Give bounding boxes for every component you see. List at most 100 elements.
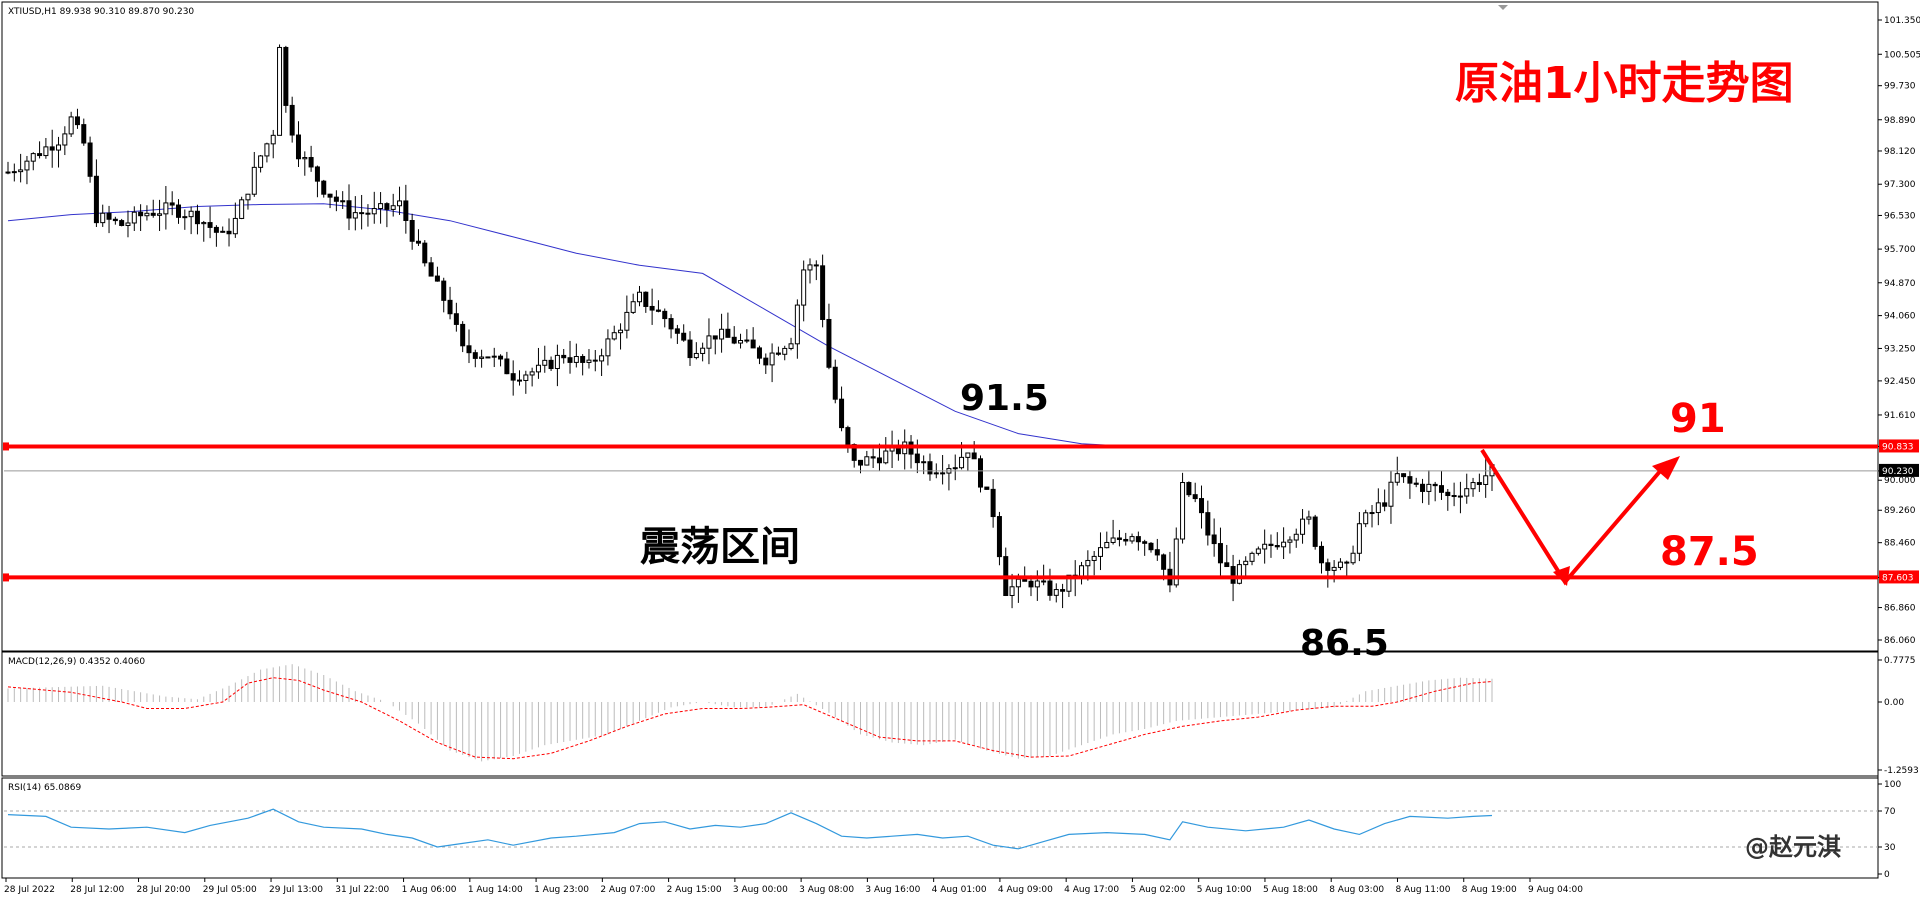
candle bbox=[687, 331, 693, 366]
price-tick-label: 86.060 bbox=[1884, 636, 1916, 646]
candle bbox=[1483, 458, 1489, 498]
candle bbox=[245, 193, 251, 210]
candle bbox=[1255, 546, 1261, 556]
candle bbox=[207, 206, 213, 239]
candle bbox=[1142, 539, 1148, 556]
candle bbox=[441, 277, 447, 313]
time-tick-label: 1 Aug 06:00 bbox=[402, 885, 457, 895]
candle bbox=[327, 193, 333, 209]
candle bbox=[504, 351, 510, 375]
candle bbox=[744, 329, 750, 344]
candle bbox=[895, 439, 901, 461]
candle bbox=[314, 165, 320, 198]
candle bbox=[624, 295, 630, 339]
annotation-range: 震荡区间 bbox=[640, 524, 800, 570]
candle bbox=[1432, 481, 1438, 502]
candle bbox=[1268, 534, 1274, 558]
candle bbox=[460, 321, 466, 353]
time-tick-label: 28 Jul 20:00 bbox=[137, 885, 191, 895]
candle bbox=[308, 145, 314, 172]
candle bbox=[1356, 512, 1362, 562]
current-price-tag-label: 90.230 bbox=[1882, 467, 1914, 477]
candle bbox=[902, 429, 908, 470]
candle bbox=[712, 335, 718, 355]
macd-tick-label: 0.00 bbox=[1884, 698, 1904, 708]
candle bbox=[719, 313, 725, 353]
candle bbox=[1243, 556, 1249, 577]
macd-signal-line bbox=[7, 677, 1493, 760]
candle bbox=[1180, 472, 1186, 544]
candle bbox=[365, 204, 371, 227]
candle bbox=[1382, 489, 1388, 512]
candle bbox=[194, 204, 200, 235]
candle bbox=[580, 354, 586, 376]
candle bbox=[213, 225, 219, 247]
candle bbox=[807, 258, 813, 284]
symbol-info: XTIUSD,H1 89.938 90.310 89.870 90.230 bbox=[8, 7, 194, 17]
collapse-arrow-icon[interactable] bbox=[1498, 5, 1508, 10]
candle bbox=[643, 291, 649, 313]
level-handle[interactable] bbox=[3, 573, 9, 582]
candle bbox=[24, 155, 30, 185]
macd-plot: 0.7775 0.00 -1.2593 bbox=[7, 656, 1919, 776]
candle bbox=[1407, 470, 1413, 499]
candle bbox=[1047, 568, 1053, 601]
candle bbox=[561, 348, 567, 364]
time-tick-label: 9 Aug 04:00 bbox=[1528, 885, 1583, 895]
rsi-tick-label: 100 bbox=[1884, 780, 1901, 790]
candle bbox=[1110, 519, 1116, 545]
price-tick-label: 98.890 bbox=[1884, 116, 1916, 126]
level-handle[interactable] bbox=[3, 442, 9, 451]
candle bbox=[870, 448, 876, 469]
macd-tick-label: 0.7775 bbox=[1884, 656, 1916, 666]
candle bbox=[1281, 527, 1287, 560]
candle bbox=[18, 153, 24, 183]
candle bbox=[11, 163, 17, 182]
candle bbox=[864, 450, 870, 466]
candle bbox=[352, 196, 358, 231]
candle bbox=[990, 479, 996, 528]
annotation-low: 86.5 bbox=[1300, 623, 1389, 664]
candle bbox=[150, 199, 156, 218]
candle bbox=[201, 220, 207, 242]
candle bbox=[157, 199, 163, 231]
candle bbox=[498, 354, 504, 367]
candle bbox=[1211, 518, 1217, 557]
price-tick-label: 100.505 bbox=[1884, 50, 1920, 60]
watermark: @赵元淇 bbox=[1745, 833, 1841, 861]
candle bbox=[232, 202, 238, 238]
arrow-head-down-icon bbox=[1553, 566, 1570, 586]
candle bbox=[523, 370, 529, 394]
candle bbox=[826, 303, 832, 370]
annotation-target-down: 87.5 bbox=[1660, 529, 1759, 575]
candle bbox=[662, 308, 668, 328]
candle bbox=[940, 455, 946, 485]
candle bbox=[138, 204, 144, 232]
candle bbox=[62, 126, 68, 156]
candle bbox=[30, 152, 36, 171]
time-tick-label: 8 Aug 19:00 bbox=[1462, 885, 1517, 895]
candle bbox=[1344, 560, 1350, 578]
candle bbox=[87, 136, 93, 183]
candle bbox=[302, 151, 308, 176]
candle bbox=[1129, 533, 1135, 544]
time-tick-label: 1 Aug 23:00 bbox=[534, 885, 589, 895]
candle bbox=[782, 345, 788, 361]
candle bbox=[1104, 531, 1110, 549]
price-tick-label: 91.610 bbox=[1884, 411, 1916, 421]
candle bbox=[605, 329, 611, 366]
candle bbox=[491, 347, 497, 368]
candle bbox=[1167, 551, 1173, 593]
rsi-tick-label: 30 bbox=[1884, 843, 1896, 853]
time-tick-label: 31 Jul 22:00 bbox=[335, 885, 389, 895]
time-tick-label: 2 Aug 07:00 bbox=[600, 885, 655, 895]
candle bbox=[390, 193, 396, 217]
time-tick-label: 28 Jul 12:00 bbox=[70, 885, 124, 895]
candle bbox=[447, 286, 453, 320]
time-tick-label: 8 Aug 11:00 bbox=[1395, 885, 1450, 895]
price-tick-label: 96.530 bbox=[1884, 211, 1916, 221]
price-tick-label: 95.700 bbox=[1884, 245, 1916, 255]
candle bbox=[169, 191, 175, 216]
candle bbox=[801, 260, 807, 322]
candle bbox=[1325, 558, 1331, 588]
